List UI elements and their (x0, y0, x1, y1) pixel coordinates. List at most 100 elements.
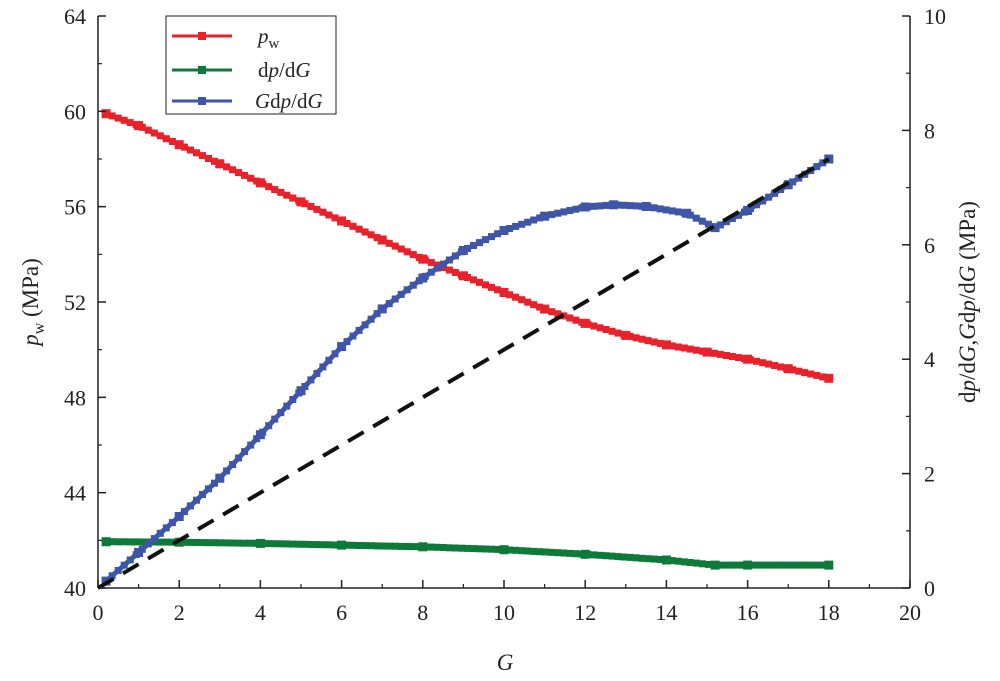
series-marker-dp-dg (451, 544, 459, 552)
series-marker-p-w (554, 310, 562, 318)
series-marker-gdp-dg (355, 326, 363, 334)
series-marker-dp-dg (476, 545, 483, 553)
left-y-tick-label: 56 (64, 195, 86, 220)
series-marker-gdp-dg (506, 225, 514, 232)
series-marker-gdp-dg (735, 211, 742, 219)
series-marker-dp-dg (728, 561, 736, 569)
ticks-layer: 0 2 4 6 8 10 12 14 16 18 20 40 44 48 52 56 60 64 0 2 4 6 8 10 (64, 4, 946, 625)
series-marker-p-w (566, 314, 574, 322)
series-marker-p-w (427, 259, 435, 267)
series-marker-dp-dg (795, 561, 803, 569)
series-marker-gdp-dg (439, 260, 447, 268)
series-marker-p-w (114, 114, 122, 122)
series-marker-gdp-dg (427, 268, 435, 276)
x-tick-label: 16 (737, 600, 759, 625)
series-marker-gdp-dg (813, 163, 821, 171)
series-marker-dp-dg (650, 555, 658, 563)
series-marker-gdp-dg (753, 201, 760, 209)
series-marker-dp-dg (608, 552, 616, 560)
series-marker-dp-dg (771, 561, 779, 569)
series-marker-dp-dg (656, 556, 664, 563)
series-marker-p-w (710, 349, 718, 357)
series-marker-dp-dg (783, 561, 791, 569)
series-marker-gdp-dg (596, 202, 604, 210)
series-marker-p-w (512, 293, 520, 301)
series-marker-p-w (331, 214, 339, 222)
series-marker-p-w (247, 174, 255, 182)
series-marker-dp-dg (193, 539, 200, 546)
series-marker-p-w (608, 327, 616, 335)
series-marker-gdp-dg (331, 350, 339, 358)
series-marker-gdp-dg (180, 508, 188, 516)
series-marker-p-w (590, 322, 598, 330)
series-marker-p-w (108, 112, 116, 120)
series-marker-dp-dg (722, 561, 730, 569)
series-marker-p-w (445, 266, 453, 274)
series-marker-gdp-dg (283, 402, 291, 410)
series-marker-dp-dg (560, 549, 568, 557)
series-marker-dp-dg (265, 540, 273, 548)
series-marker-gdp-dg (524, 218, 532, 226)
series-marker-dp-dg (373, 542, 381, 550)
series-marker-dp-dg (482, 545, 489, 553)
data-point-dp-dg (661, 555, 671, 565)
series-marker-dp-dg (777, 561, 785, 569)
series-marker-gdp-dg (548, 211, 556, 219)
series-marker-gdp-dg (662, 206, 670, 214)
series-marker-gdp-dg (114, 567, 122, 574)
series-marker-dp-dg (596, 551, 604, 559)
legend-marker-pw (198, 32, 206, 40)
series-marker-dp-dg (391, 542, 399, 550)
series-marker-p-w (229, 166, 237, 174)
series-marker-dp-dg (403, 543, 411, 550)
series-marker-gdp-dg (590, 202, 598, 210)
series-marker-gdp-dg (307, 376, 315, 384)
left-y-tick-label: 60 (64, 99, 86, 124)
series-marker-p-w (716, 350, 724, 358)
left-y-tick-label: 64 (64, 4, 86, 29)
series-marker-dp-dg (211, 539, 218, 547)
series-marker-dp-dg (554, 549, 562, 557)
series-marker-gdp-dg (632, 202, 640, 210)
series-marker-dp-dg (319, 541, 327, 549)
series-marker-p-w (223, 163, 231, 171)
series-marker-p-w (488, 283, 495, 291)
series-marker-dp-dg (132, 538, 140, 546)
series-marker-dp-dg (518, 547, 526, 555)
data-point-p-w (702, 347, 712, 357)
series-marker-dp-dg (566, 549, 574, 557)
series-marker-p-w (319, 208, 327, 216)
series-marker-gdp-dg (620, 201, 628, 209)
series-marker-dp-dg (638, 554, 646, 562)
series-marker-dp-dg (620, 553, 628, 561)
series-reference-line (96, 157, 830, 590)
series-marker-p-w (482, 281, 489, 289)
series-layer (96, 109, 834, 590)
series-marker-gdp-dg (343, 338, 351, 346)
series-marker-gdp-dg (650, 204, 658, 212)
series-marker-gdp-dg (205, 485, 212, 493)
series-marker-p-w (759, 359, 767, 367)
series-marker-p-w (150, 129, 158, 137)
x-tick-label: 20 (899, 600, 921, 625)
series-marker-dp-dg (614, 553, 622, 561)
series-marker-dp-dg (590, 551, 598, 559)
data-point-p-w (458, 271, 468, 281)
series-marker-gdp-dg (319, 363, 327, 371)
series-marker-gdp-dg (560, 208, 568, 216)
series-marker-p-w (403, 248, 411, 256)
series-marker-gdp-dg (211, 479, 218, 487)
series-marker-p-w (211, 157, 218, 165)
series-marker-dp-dg (235, 539, 243, 547)
series-marker-p-w (602, 326, 610, 333)
series-marker-p-w (205, 155, 212, 162)
series-marker-dp-dg (229, 539, 237, 547)
data-point-p-w (134, 121, 144, 131)
series-marker-p-w (753, 357, 760, 365)
series-marker-p-w (470, 276, 477, 284)
series-marker-gdp-dg (494, 230, 502, 238)
series-marker-dp-dg (470, 545, 477, 553)
series-marker-gdp-dg (512, 222, 520, 230)
series-marker-gdp-dg (229, 461, 237, 468)
